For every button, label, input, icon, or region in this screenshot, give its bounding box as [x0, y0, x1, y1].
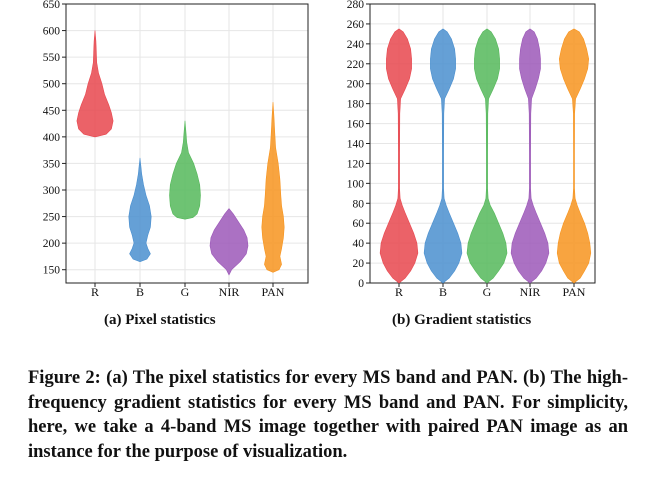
y-tick-label: 500 [43, 79, 61, 91]
figure-caption: Figure 2: (a) The pixel statistics for e… [28, 368, 628, 462]
x-tick-label: G [181, 285, 190, 299]
x-tick-label: PAN [563, 285, 586, 299]
y-tick-label: 450 [43, 105, 61, 117]
x-tick-label: G [483, 285, 492, 299]
violin-pan [556, 28, 592, 284]
y-tick-label: 180 [347, 99, 365, 111]
plot-border [369, 3, 596, 284]
y-tick-label: 0 [358, 278, 364, 290]
chart-b: 0 20 40 60 80 100 120 140 160 180 200 220 240 260 280 R… [347, 0, 596, 299]
violin-b [423, 28, 463, 284]
y-tick-label: 150 [43, 265, 61, 277]
subcaption-b: (b) Gradient statistics [392, 312, 532, 328]
y-tick-label: 240 [347, 39, 365, 51]
chart-a: 150 200 250 300 350 400 450 500 550 600 650 R B G NIR P… [43, 0, 309, 299]
subcaption-a: (a) Pixel statistics [104, 312, 216, 328]
y-tick-label: 40 [353, 238, 365, 250]
y-tick-label: 200 [43, 238, 61, 250]
x-tick-label: NIR [520, 285, 541, 299]
y-tick-label: 100 [347, 178, 365, 190]
y-tick-label: 300 [43, 185, 61, 197]
y-tick-label: 200 [347, 79, 365, 91]
plot-border [65, 3, 309, 284]
y-tick-label: 650 [43, 0, 61, 11]
violin-pan [261, 102, 285, 273]
y-tick-label: 280 [347, 0, 365, 11]
violin-g [466, 28, 508, 284]
y-tick-label: 260 [347, 19, 365, 31]
y-tick-label: 550 [43, 52, 61, 64]
x-tick-label: PAN [262, 285, 285, 299]
violin-nir [510, 28, 550, 284]
x-tick-label: R [395, 285, 403, 299]
y-tick-label: 140 [347, 139, 365, 151]
y-tick-label: 60 [353, 218, 365, 230]
violin-r [76, 30, 114, 138]
y-tick-label: 120 [347, 158, 365, 170]
y-tick-label: 350 [43, 158, 61, 170]
x-tick-label: R [91, 285, 99, 299]
y-tick-label: 400 [43, 132, 61, 144]
y-tick-label: 80 [353, 198, 365, 210]
violin-nir [209, 208, 249, 276]
y-tick-label: 220 [347, 59, 365, 71]
violin-g [169, 120, 201, 220]
violin-r [379, 28, 419, 284]
x-tick-label: B [439, 285, 447, 299]
y-tick-label: 600 [43, 26, 61, 38]
y-tick-label: 20 [353, 258, 365, 270]
y-tick-label: 160 [347, 119, 365, 131]
violin-b [128, 157, 152, 262]
x-tick-label: B [136, 285, 144, 299]
y-tick-label: 250 [43, 212, 61, 224]
x-tick-label: NIR [219, 285, 240, 299]
